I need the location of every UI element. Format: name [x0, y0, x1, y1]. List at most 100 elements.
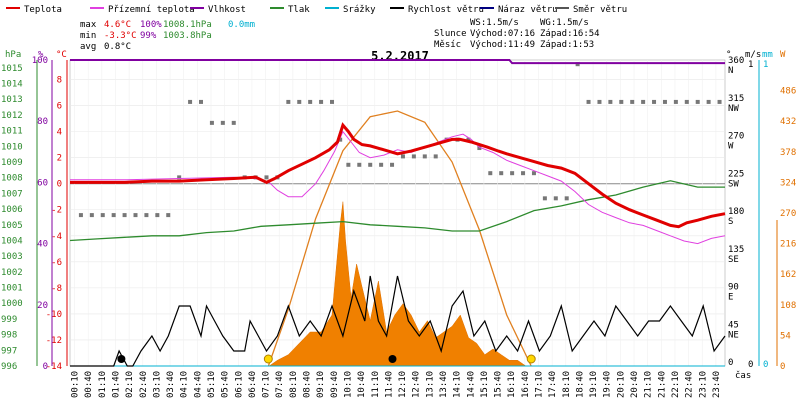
wind-direction-point: [188, 99, 193, 104]
rain-tick: 0: [763, 360, 768, 370]
legend-label: Náraz větru: [498, 5, 558, 15]
legend-label: Tlak: [288, 5, 310, 15]
stat-temp: 0.8°C: [104, 42, 131, 52]
direction-tick: 225: [728, 169, 744, 179]
wind-direction-point: [684, 99, 689, 104]
pressure-tick: 1009: [1, 158, 23, 168]
sun-label: Slunce: [434, 29, 467, 39]
solar-tick: 378: [780, 148, 796, 158]
temp-tick: -4: [51, 232, 62, 242]
temp-tick: -12: [46, 336, 62, 346]
solar-tick: 54: [780, 331, 791, 341]
wind-direction-point: [308, 99, 313, 104]
wind-direction-point: [133, 213, 138, 218]
time-tick: 14:40: [466, 371, 476, 398]
sunset-marker: [526, 354, 536, 364]
time-tick: 11:10: [371, 371, 381, 398]
temp-tick: -6: [51, 258, 62, 268]
time-tick: 17:40: [548, 371, 558, 398]
pressure-tick: 1013: [1, 95, 23, 105]
time-tick: 09:40: [330, 371, 340, 398]
time-tick: 08:40: [303, 371, 313, 398]
direction-tick: 315: [728, 94, 744, 104]
time-tick: 19:10: [589, 371, 599, 398]
temp-tick: -10: [46, 310, 62, 320]
time-tick: 13:40: [439, 371, 449, 398]
wind-direction-point: [144, 213, 149, 218]
sunrise-marker: [263, 354, 273, 364]
solar-area: [268, 201, 527, 367]
time-tick: 04:40: [193, 371, 203, 398]
wind-direction-point: [510, 171, 515, 176]
time-tick: 12:40: [412, 371, 422, 398]
humidity-unit: %: [38, 50, 44, 60]
solar-tick: 324: [780, 178, 796, 188]
stat-pressure: 1003.8hPa: [163, 31, 212, 41]
rain-tick: 1: [763, 60, 768, 70]
time-tick: 19:40: [603, 371, 613, 398]
time-tick: 02:40: [139, 371, 149, 398]
wind-tick: 1: [748, 60, 753, 70]
stat-pressure: 1008.1hPa: [163, 20, 212, 30]
wind-direction-point: [586, 99, 591, 104]
pressure-tick: 996: [1, 362, 17, 372]
direction-tick: 90: [728, 283, 739, 293]
humidity-tick: 40: [37, 240, 48, 250]
time-tick: 07:10: [262, 371, 272, 398]
temp-tick: 2: [57, 154, 62, 164]
stat-label: min: [80, 31, 96, 41]
direction-label: E: [728, 293, 733, 303]
time-tick: 10:10: [343, 371, 353, 398]
wind-direction-point: [177, 175, 182, 180]
direction-label: NW: [728, 104, 739, 114]
sunrise: Východ:07:16: [470, 29, 535, 39]
pressure-tick: 1008: [1, 174, 23, 184]
wind-direction-point: [695, 99, 700, 104]
wind-direction-point: [422, 154, 427, 159]
time-tick: 17:10: [535, 371, 545, 398]
wind-direction-point: [706, 99, 711, 104]
pressure-tick: 1002: [1, 268, 23, 278]
wind-direction-point: [390, 162, 395, 167]
time-tick: 01:10: [98, 371, 108, 398]
temp-unit: °C: [56, 50, 67, 60]
pressure-tick: 1012: [1, 111, 23, 121]
pressure-tick: 999: [1, 315, 17, 325]
wind-speed-line: [70, 275, 726, 367]
time-tick: 22:10: [671, 371, 681, 398]
time-tick: 18:40: [575, 371, 585, 398]
stat-temp: 4.6°C: [104, 20, 131, 30]
wind-direction-point: [264, 175, 269, 180]
moonset-marker: [117, 355, 126, 363]
wind-direction-point: [346, 162, 351, 167]
pressure-tick: 997: [1, 346, 17, 356]
time-tick: 07:40: [275, 371, 285, 398]
time-tick: 15:10: [480, 371, 490, 398]
wind-direction-point: [564, 196, 569, 201]
pressure-tick: 1005: [1, 221, 23, 231]
wind-direction-point: [220, 120, 225, 125]
wind-direction-point: [673, 99, 678, 104]
humidity-tick: 0: [43, 362, 48, 372]
humidity-tick: 80: [37, 117, 48, 127]
moonset: Západ:1:53: [540, 40, 594, 50]
wind-direction-point: [608, 99, 613, 104]
wind-direction-point: [531, 171, 536, 176]
pressure-tick: 1004: [1, 236, 23, 246]
time-tick: 05:10: [207, 371, 217, 398]
solar-tick: 432: [780, 117, 796, 127]
pressure-tick: 1011: [1, 127, 23, 137]
pressure-tick: 1010: [1, 142, 23, 152]
wind-direction-point: [286, 99, 291, 104]
direction-label: N: [728, 66, 733, 76]
time-tick: 16:40: [521, 371, 531, 398]
wind-direction-point: [111, 213, 116, 218]
pressure-tick: 998: [1, 331, 17, 341]
time-tick: 16:10: [507, 371, 517, 398]
temp-tick: -14: [46, 362, 62, 372]
wind-direction-point: [231, 120, 236, 125]
temp-tick: 4: [57, 128, 62, 138]
temp-tick: -8: [51, 284, 62, 294]
pressure-tick: 1006: [1, 205, 23, 215]
